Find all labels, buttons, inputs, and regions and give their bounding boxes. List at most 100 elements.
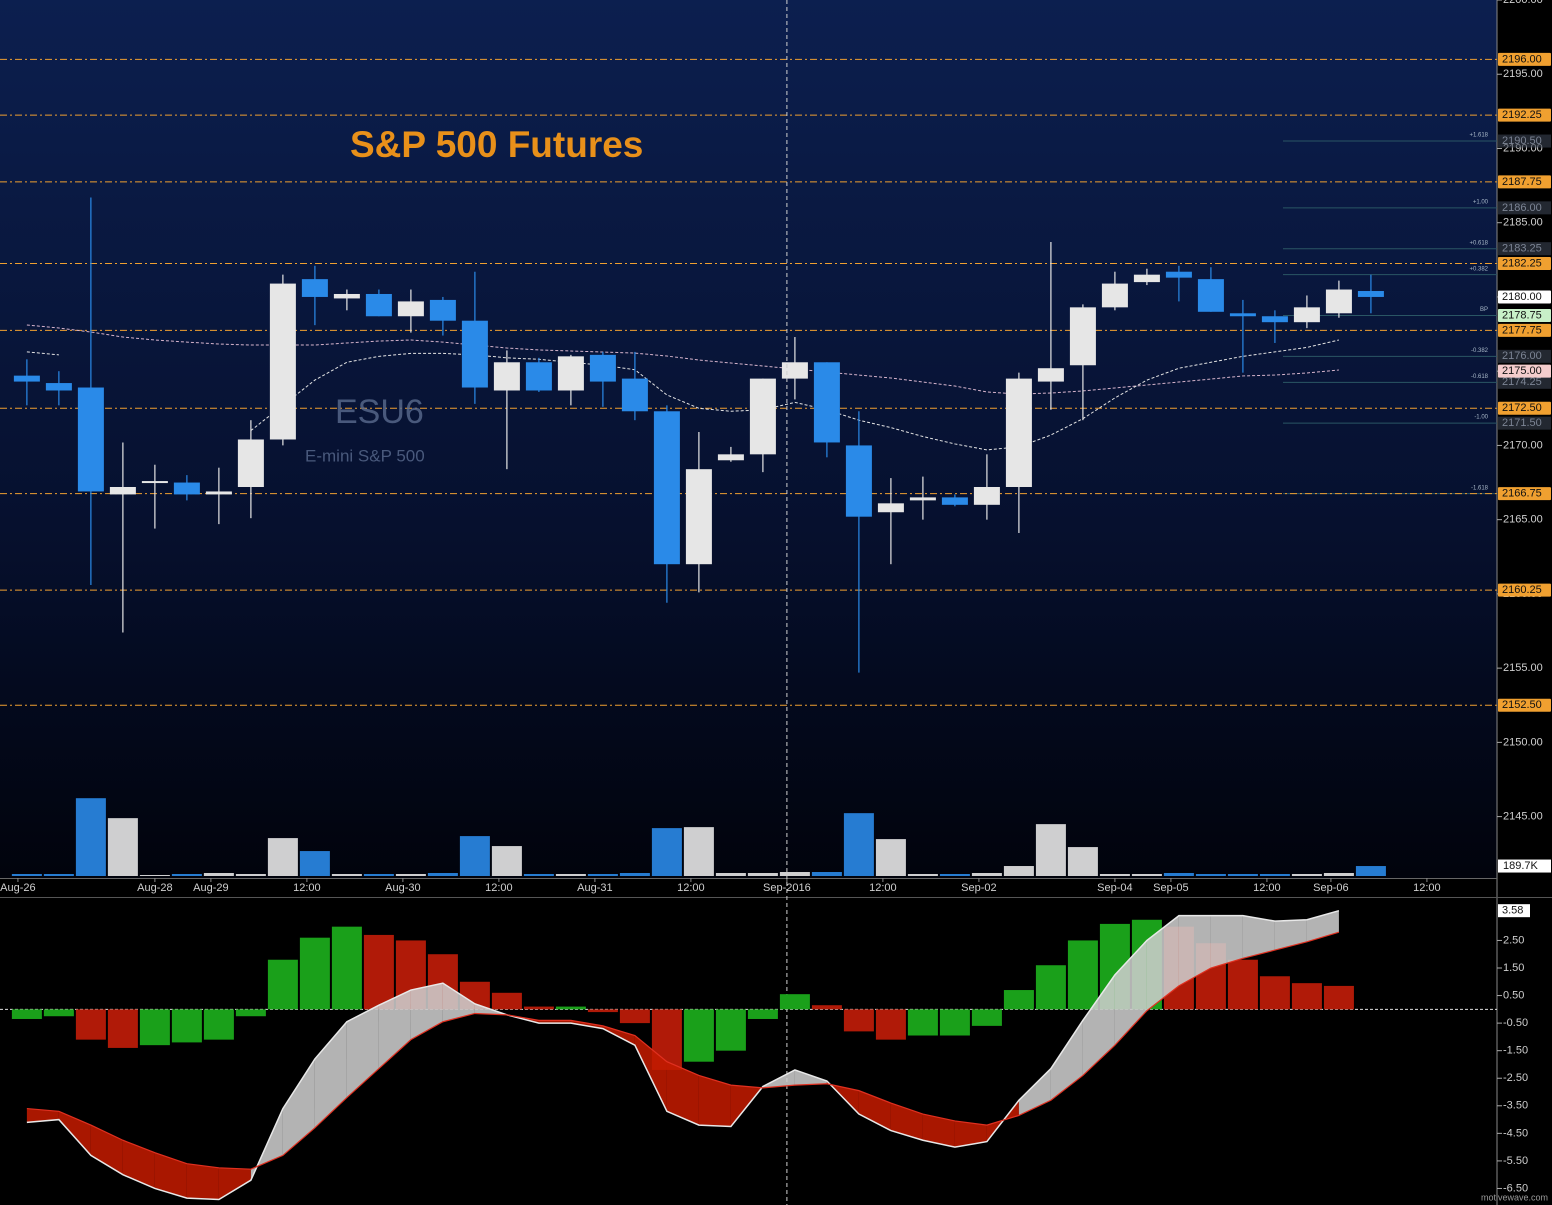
moving-average [26,351,59,356]
volume-bar [1003,866,1034,876]
fib-tag [1498,201,1551,215]
histogram-bar [363,934,394,1010]
volume-bar [1067,847,1098,876]
histogram-bar [939,1009,970,1036]
x-tick-label: Sep-2016 [763,882,811,894]
candle-body [1101,283,1128,308]
y-tick-label: -3.50 [1503,1100,1528,1112]
volume-bar [395,874,426,876]
moving-average [26,324,1339,395]
volume-bar [1035,824,1066,876]
volume-bar [907,874,938,876]
macd-fill [186,1163,219,1200]
macd-fill [698,1075,731,1127]
volume-bar [619,873,650,876]
volume-bar [587,874,618,876]
candle-body [1037,368,1064,382]
axis-panel [1497,0,1552,1205]
candle-body [717,454,744,461]
histogram-bar [491,992,522,1010]
histogram-bar [235,1009,266,1017]
fib-label: +0.382 [1469,266,1488,272]
candle-body [269,283,296,440]
macd-line [26,909,1340,1201]
volume-bar [779,872,810,876]
level-tag-label: 2166.75 [1502,488,1542,500]
macd-fill [26,1108,59,1123]
macd-tag-label: 3.58 [1502,905,1523,917]
candle-body [909,497,936,501]
histogram-bar [971,1009,1002,1026]
histogram-bar [203,1009,234,1040]
y-tick-label: 2.50 [1503,934,1524,946]
level-tag-label: 2196.00 [1502,53,1542,65]
macd-fill [922,1114,955,1148]
volume-bar [331,874,362,876]
fib-label: +0.618 [1469,240,1488,246]
volume-bar [971,873,1002,876]
level-tag [1498,108,1551,122]
level-tag-label: 2180.00 [1502,291,1542,303]
macd-fill [314,1021,347,1128]
volume-bar [75,798,106,876]
macd-fill [954,1120,987,1148]
volume-bar [1131,874,1162,876]
x-tick-label: Aug-28 [137,882,172,894]
histogram-bar [715,1009,746,1051]
candle-body [1325,289,1352,314]
candle-body [429,299,456,321]
x-tick-label: Sep-05 [1153,882,1188,894]
fib-tag [1498,349,1551,363]
candle-body [1229,313,1256,317]
y-tick-label: 2200.00 [1503,0,1543,6]
level-tag-label: 2182.25 [1502,257,1542,269]
fib-tag-label: 2186.00 [1502,202,1542,214]
histogram-bar [1291,983,1322,1010]
credit: motivewave.com [1481,1192,1548,1202]
histogram-bar [747,1009,778,1019]
level-tag-label: 2152.50 [1502,699,1542,711]
candle-body [877,503,904,513]
volume-bar [107,818,138,876]
volume-bar [491,846,522,876]
level-tag-label: 2175.00 [1502,365,1542,377]
y-tick-label: 2170.00 [1503,439,1543,451]
x-tick-label: Sep-06 [1313,882,1348,894]
volume-bar [1099,874,1130,876]
fib-label: +1.618 [1469,133,1488,139]
macd-fill [1050,1020,1083,1101]
x-tick-label: 12:00 [485,882,513,894]
macd-fill [410,983,443,1040]
volume-tag-label: 189.7K [1503,860,1539,872]
histogram-bar [267,959,298,1010]
level-tag [1498,583,1551,597]
volume-bar [11,874,42,876]
moving-average [250,339,1340,451]
candle-body [13,375,40,382]
x-tick-label: Sep-02 [961,882,996,894]
candle-body [557,356,584,391]
histogram-bar [683,1009,714,1062]
histogram-bar [107,1009,138,1048]
macd-fill [794,1069,827,1086]
macd-fill [1210,915,1243,968]
volume-bar [1355,866,1386,876]
histogram-bar [331,926,362,1010]
level-tag [1498,309,1551,323]
candle-body [781,362,808,379]
y-tick-label: 2155.00 [1503,662,1543,674]
candle-body [1133,274,1160,283]
candle-body [333,293,360,299]
time-axis [0,878,1497,898]
y-tick-label: -0.50 [1503,1017,1528,1029]
fib-label: -0.618 [1471,374,1489,380]
macd-fill [346,1005,379,1098]
candle-body [1005,378,1032,487]
fib-label: -1.618 [1471,485,1489,491]
candle-body [1261,316,1288,323]
candle-body [749,378,776,455]
macd-fill [858,1090,891,1131]
macd-fill [1242,915,1275,959]
histogram-bar [779,994,810,1010]
candle-body [589,354,616,382]
